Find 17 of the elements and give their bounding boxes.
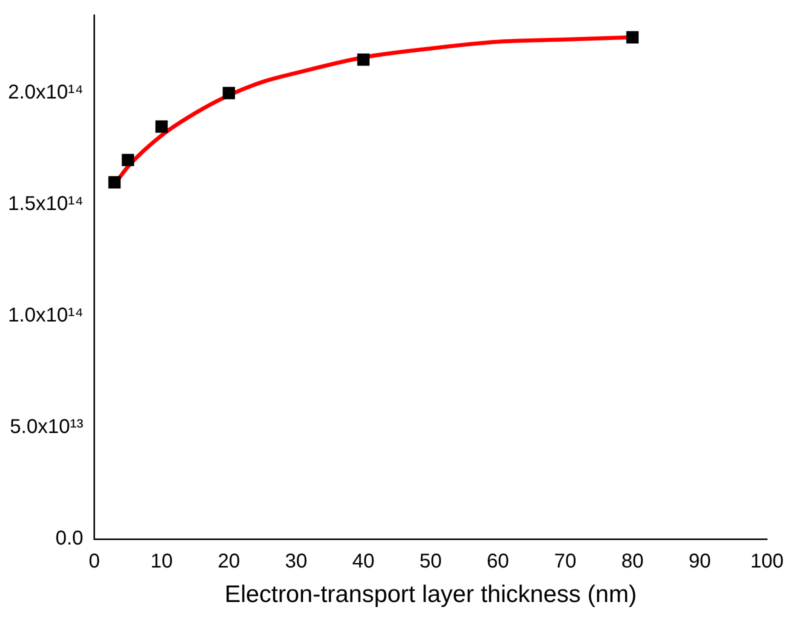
y-tick-label: 5.0x10¹³ <box>10 416 84 438</box>
x-tick-label: 40 <box>352 550 375 573</box>
x-tick-label: 50 <box>420 550 442 573</box>
x-tick-label: 100 <box>750 550 784 573</box>
x-tick-label: 60 <box>486 550 510 573</box>
y-tick-label: 1.0x10¹⁴ <box>8 304 84 327</box>
x-tick-label: 10 <box>150 550 173 573</box>
x-tick-label: 80 <box>621 550 644 573</box>
x-tick-label: 0 <box>88 550 100 573</box>
x-tick-label: 90 <box>688 550 711 573</box>
x-tick-label: 70 <box>554 550 576 573</box>
y-tick-label: 1.5x10¹⁴ <box>8 193 84 216</box>
y-tick-label: 0.0 <box>55 528 84 550</box>
x-tick-label: 30 <box>284 550 308 573</box>
x-axis-title: Electron-transport layer thickness (nm) <box>224 581 637 608</box>
y-tick-label: 2.0x10¹⁴ <box>8 82 84 104</box>
x-tick-label: 20 <box>218 550 240 573</box>
